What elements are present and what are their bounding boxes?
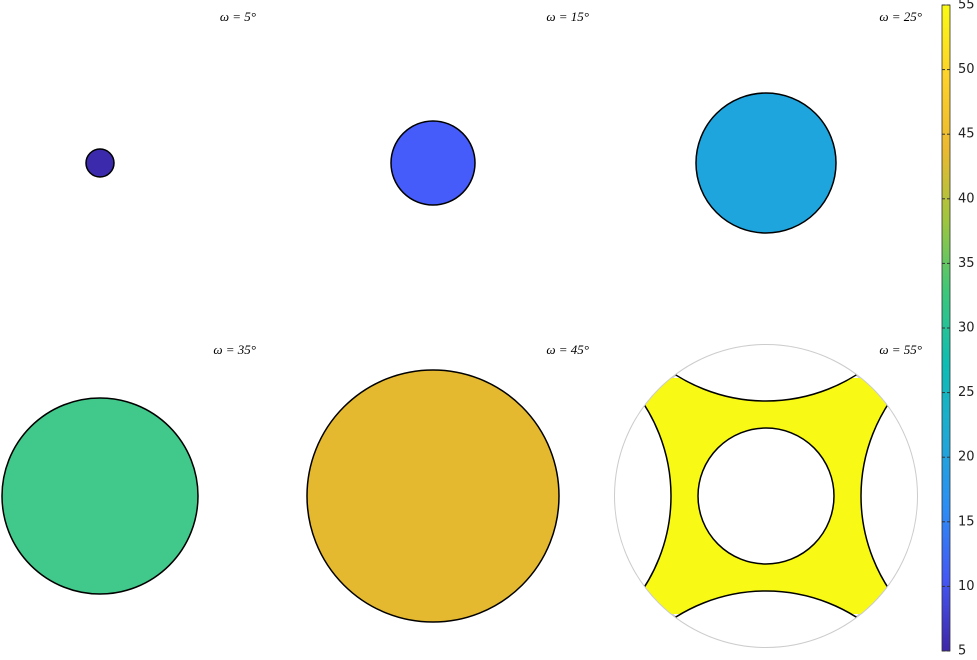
colorbar-tick-label: 30 bbox=[958, 321, 975, 336]
region bbox=[695, 92, 837, 234]
region-hole bbox=[697, 427, 835, 565]
colorbar-tick-label: 45 bbox=[958, 127, 975, 142]
panel-label: ω = 15° bbox=[546, 9, 589, 24]
region bbox=[85, 148, 115, 178]
panel-label: ω = 45° bbox=[546, 342, 589, 357]
region-hole bbox=[615, 590, 917, 647]
colorbar-tick-label: 40 bbox=[958, 191, 975, 206]
panel-label: ω = 25° bbox=[879, 9, 922, 24]
colorbar-tick-label: 5 bbox=[958, 644, 966, 659]
region-hole bbox=[615, 345, 672, 647]
region bbox=[306, 369, 560, 623]
panel-label: ω = 5° bbox=[220, 9, 256, 24]
region-group bbox=[614, 344, 918, 648]
panel-label: ω = 35° bbox=[213, 342, 256, 357]
region bbox=[1, 397, 199, 595]
colorbar-tick-label: 25 bbox=[958, 385, 975, 400]
region-hole bbox=[615, 345, 917, 402]
colorbar-tick-label: 55 bbox=[958, 0, 975, 13]
panel-label: ω = 55° bbox=[879, 342, 922, 357]
colorbar-tick-label: 15 bbox=[958, 514, 975, 529]
colorbar-tick-label: 50 bbox=[958, 62, 975, 77]
region bbox=[390, 120, 476, 206]
colorbar-tick-label: 10 bbox=[958, 579, 975, 594]
colorbar-tick-label: 20 bbox=[958, 450, 975, 465]
colorbar-tick-label: 35 bbox=[958, 256, 975, 271]
region-hole bbox=[860, 345, 917, 647]
